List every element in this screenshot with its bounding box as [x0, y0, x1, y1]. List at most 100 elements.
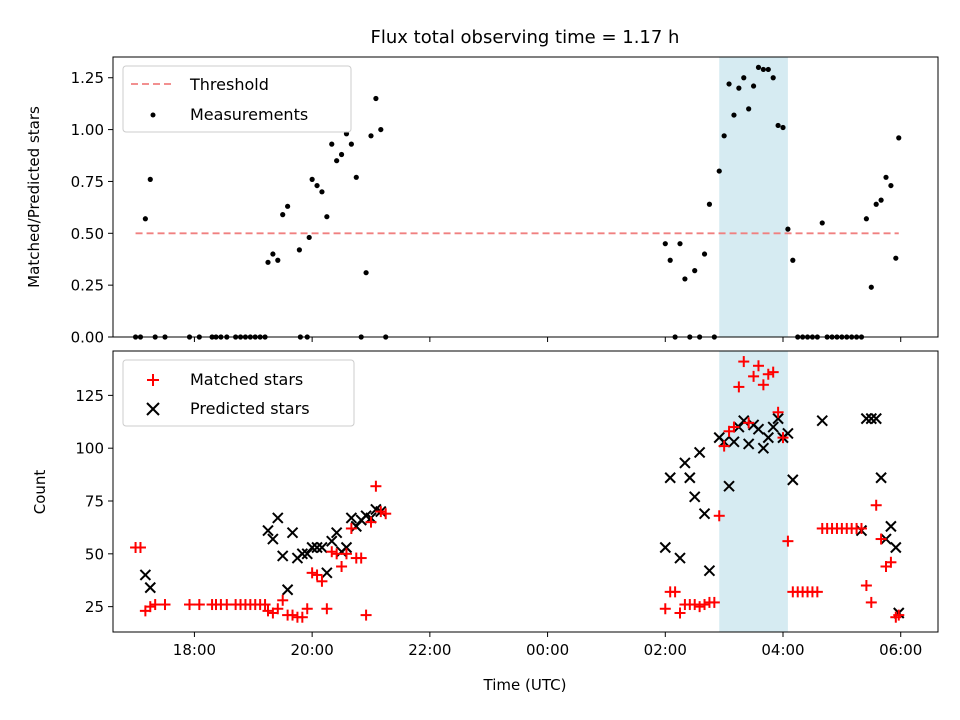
x-tick-label: 00:00 [526, 641, 569, 659]
bottom-highlight-span [719, 351, 788, 632]
x-tick-label: 18:00 [173, 641, 216, 659]
y-tick-label: 25 [85, 598, 104, 616]
matched-star-point [699, 599, 711, 611]
matched-star-point [738, 356, 750, 368]
predicted-star-point [757, 442, 770, 454]
matched-star-point [733, 381, 745, 393]
matched-star-point [365, 516, 377, 528]
matched-star-point [718, 440, 730, 452]
x-tick-label: 02:00 [644, 641, 687, 659]
measurement-point [363, 270, 369, 276]
measurement-point [873, 201, 879, 207]
measurement-point [760, 66, 766, 73]
measurement-point [893, 255, 899, 261]
x-tick-label: 20:00 [291, 641, 334, 659]
measurement-point [324, 214, 330, 220]
matched-star-point [272, 603, 284, 615]
measurement-point [314, 182, 320, 189]
predicted-star-point [723, 480, 735, 492]
measurement-point [270, 251, 276, 257]
measurement-point [726, 81, 732, 87]
legend-measurements-label: Measurements [190, 105, 308, 124]
measurement-point [775, 122, 781, 129]
top-y-axis-label: Matched/Predicted stars [25, 106, 43, 288]
measurement-point [701, 251, 708, 257]
predicted-star-point [742, 438, 755, 450]
matched-star-point [767, 366, 779, 378]
legend-predicted-label: Predicted stars [190, 399, 310, 418]
matched-star-point [184, 599, 196, 611]
matched-star-point [757, 379, 769, 391]
predicted-star-point [311, 541, 323, 554]
predicted-star-point [885, 520, 897, 533]
predicted-star-point [330, 526, 343, 539]
y-tick-label: 1.25 [71, 69, 104, 87]
measurement-point [790, 257, 796, 263]
measurement-point [746, 106, 752, 112]
measurement-point [677, 241, 683, 247]
y-tick-label: 1.00 [71, 121, 104, 139]
matched-star-point [752, 360, 764, 372]
predicted-star-point [350, 520, 362, 533]
matched-star-point [674, 607, 686, 619]
bottom-y-ticks: 25 50 75 100 125 [75, 387, 113, 616]
predicted-star-point [664, 472, 676, 484]
measurement-point [373, 95, 379, 102]
predicted-star-point [684, 472, 696, 484]
matched-star-point [259, 599, 271, 611]
predicted-star-point [267, 533, 279, 545]
predicted-star-point [286, 526, 299, 539]
measurement-point [329, 141, 335, 147]
predicted-star-point [139, 569, 152, 581]
matched-star-point [380, 508, 392, 520]
measurement-point [750, 83, 757, 89]
measurement-point [285, 203, 291, 209]
predicted-star-point [340, 541, 353, 554]
matched-star-point [772, 406, 784, 418]
y-tick-label: 50 [85, 545, 104, 563]
measurement-point [147, 176, 153, 182]
predicted-star-point [689, 491, 701, 503]
measurement-point [819, 220, 825, 226]
predicted-star-point [345, 512, 358, 524]
top-chart-title: Flux total observing time = 1.17 h [371, 27, 680, 48]
matched-star-point [340, 548, 352, 560]
measurement-point [878, 197, 884, 203]
measurement-point [348, 141, 354, 147]
matched-star-point [689, 599, 701, 611]
measurement-point [692, 268, 698, 274]
predicted-star-point [865, 412, 878, 425]
measurement-point [265, 259, 271, 265]
matched-star-point [370, 480, 382, 492]
matched-star-point [743, 417, 755, 429]
bottom-axes-frame [112, 350, 939, 633]
measurement-point [896, 135, 902, 141]
matched-star-point [159, 599, 171, 611]
measurement-point [275, 257, 281, 263]
matched-star-point [277, 594, 289, 606]
measurement-point [667, 257, 673, 263]
predicted-star-point [698, 507, 711, 520]
matched-star-point [708, 596, 720, 608]
matched-star-point [375, 506, 387, 518]
predicted-star-point [144, 581, 156, 594]
predicted-star-point [281, 584, 294, 596]
matched-star-point [669, 586, 681, 598]
matched-star-point [748, 370, 760, 382]
predicted-star-point [787, 474, 799, 486]
matched-star-point [360, 609, 372, 621]
predicted-star-point [738, 415, 750, 427]
matched-star-point [855, 522, 867, 534]
predicted-star-point [890, 541, 902, 554]
y-tick-label: 0.75 [71, 173, 104, 191]
measurement-point [280, 212, 286, 218]
measurement-point [883, 174, 889, 180]
predicted-star-point [277, 550, 289, 562]
legend-measurements-swatch [150, 112, 156, 118]
y-tick-label: 0.00 [71, 329, 104, 347]
predicted-star-point [262, 524, 274, 537]
legend-predicted-swatch [146, 402, 160, 416]
matched-star-point [870, 499, 882, 511]
matched-star-point [321, 603, 333, 615]
